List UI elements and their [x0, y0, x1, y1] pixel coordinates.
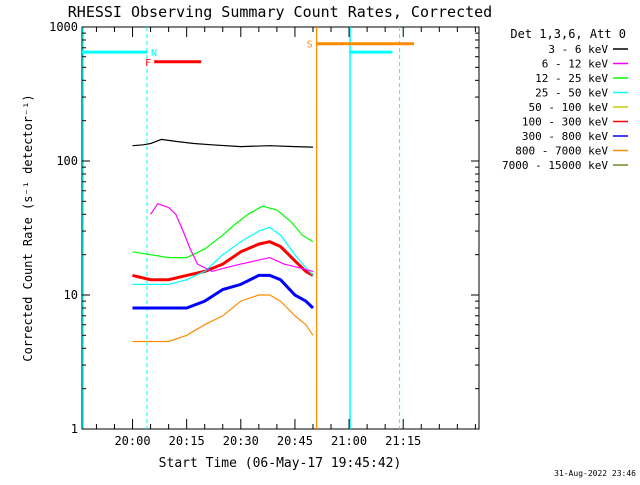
legend-entry-label: 6 - 12 keV — [542, 58, 609, 71]
flag-label: N — [151, 48, 157, 59]
y-tick-label: 10 — [64, 288, 78, 302]
series-line-2 — [132, 205, 314, 259]
series-line-4 — [132, 240, 314, 282]
legend-entry-label: 300 - 800 keV — [522, 130, 608, 143]
plot-area: NF S — [82, 27, 415, 429]
x-tick-label: 20:30 — [223, 434, 259, 448]
chart-title: RHESSI Observing Summary Count Rates, Co… — [68, 3, 492, 21]
x-tick-label: 21:15 — [385, 434, 421, 448]
y-tick-label: 1000 — [49, 20, 78, 34]
legend-entry-label: 7000 - 15000 keV — [502, 159, 608, 172]
x-tick-label: 20:00 — [114, 434, 150, 448]
x-tick-label: 20:15 — [169, 434, 205, 448]
timestamp: 31-Aug-2022 23:46 — [554, 469, 636, 478]
x-axis: 20:00 20:15 20:30 20:45 21:00 21:15 — [95, 27, 476, 448]
legend-header: Det 1,3,6, Att 0 — [510, 27, 626, 41]
legend-entry-label: 25 - 50 keV — [535, 87, 608, 100]
y-axis: 1 10 100 1000 — [49, 20, 479, 436]
y-tick-label: 100 — [56, 154, 78, 168]
x-axis-label: Start Time (06-May-17 19:45:42) — [159, 456, 402, 471]
series-line-3 — [132, 226, 314, 285]
series-line-1 — [150, 202, 314, 273]
x-tick-label: 21:00 — [331, 434, 367, 448]
plot-frame — [81, 26, 480, 430]
legend-entry-label: 100 - 300 keV — [522, 116, 608, 129]
y-tick-label: 1 — [71, 422, 78, 436]
series-line-5 — [132, 273, 315, 310]
x-tick-label: 20:45 — [277, 434, 313, 448]
flag-label: S — [307, 40, 313, 51]
legend-entry-label: 50 - 100 keV — [529, 101, 609, 114]
y-axis-label: Corrected Count Rate (s⁻¹ detector⁻¹) — [21, 94, 35, 361]
series-line-6 — [132, 294, 314, 343]
flag-label: F — [145, 58, 151, 69]
legend-entry-label: 800 - 7000 keV — [515, 145, 608, 158]
legend-entry-label: 3 - 6 keV — [548, 43, 608, 56]
legend-entry-label: 12 - 25 keV — [535, 72, 608, 85]
series-line-0 — [132, 138, 314, 148]
